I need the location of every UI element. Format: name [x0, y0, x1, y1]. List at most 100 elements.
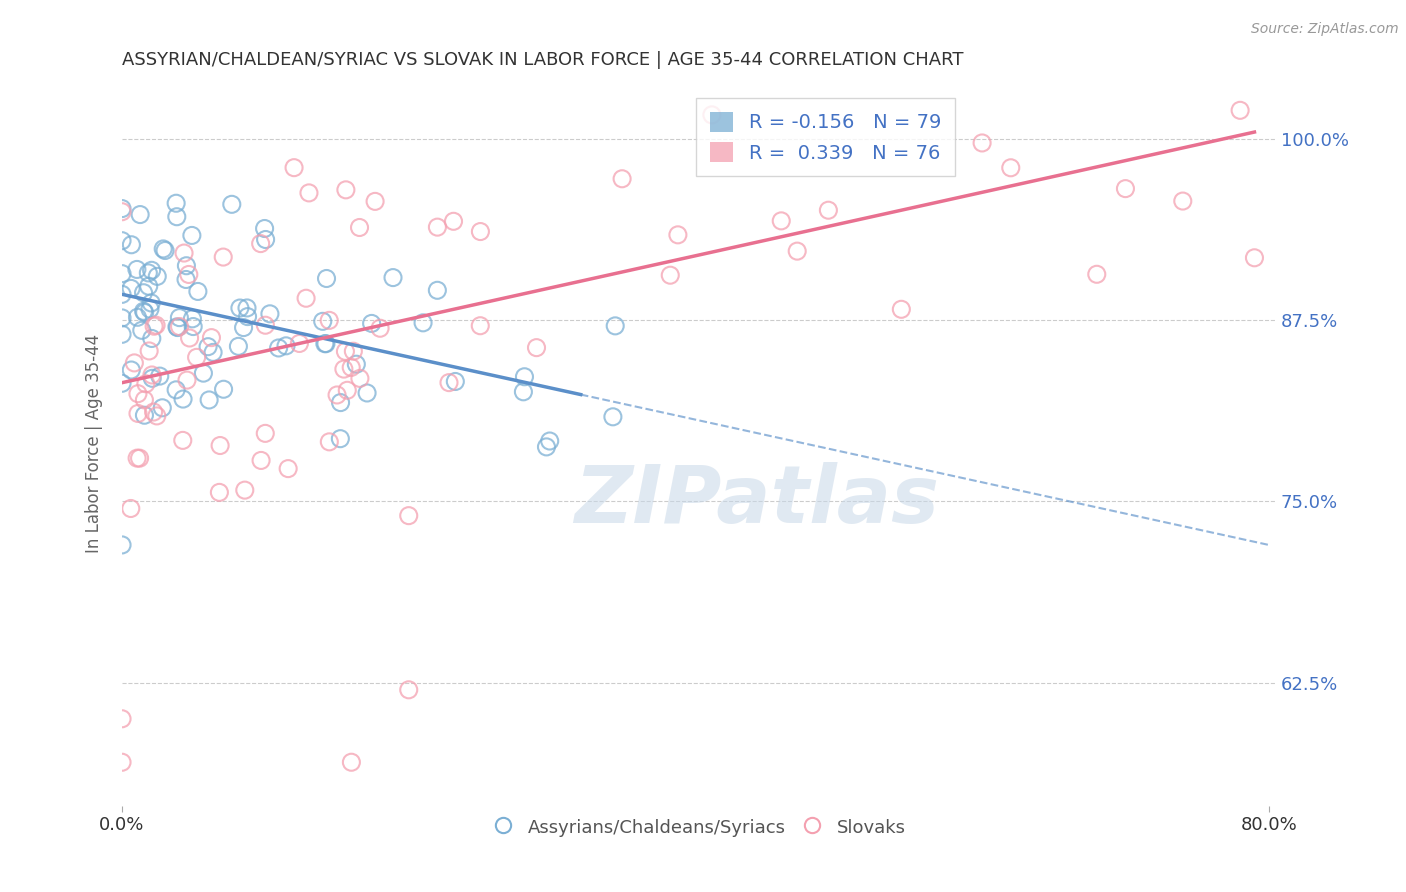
- Point: [176, 259, 198, 273]
- Point: [470, 225, 492, 239]
- Y-axis label: In Labor Force | Age 35-44: In Labor Force | Age 35-44: [86, 334, 103, 553]
- Point: [526, 341, 548, 355]
- Point: [412, 316, 434, 330]
- Point: [120, 363, 142, 377]
- Point: [295, 291, 318, 305]
- Point: [666, 227, 689, 242]
- Point: [221, 197, 243, 211]
- Point: [169, 319, 191, 334]
- Point: [127, 407, 149, 421]
- Point: [174, 272, 197, 286]
- Point: [141, 331, 163, 345]
- Point: [165, 383, 187, 397]
- Point: [176, 373, 198, 387]
- Point: [125, 262, 148, 277]
- Point: [134, 305, 156, 319]
- Point: [437, 376, 460, 390]
- Point: [398, 508, 420, 523]
- Point: [228, 339, 250, 353]
- Point: [443, 214, 465, 228]
- Point: [127, 310, 149, 325]
- Point: [340, 360, 363, 375]
- Point: [249, 236, 271, 251]
- Point: [127, 386, 149, 401]
- Point: [274, 339, 297, 353]
- Text: ASSYRIAN/CHALDEAN/SYRIAC VS SLOVAK IN LABOR FORCE | AGE 35-44 CORRELATION CHART: ASSYRIAN/CHALDEAN/SYRIAC VS SLOVAK IN LA…: [122, 51, 963, 69]
- Point: [426, 220, 449, 235]
- Point: [1243, 251, 1265, 265]
- Point: [111, 327, 134, 342]
- Point: [283, 161, 305, 175]
- Point: [890, 302, 912, 317]
- Point: [360, 317, 382, 331]
- Point: [329, 432, 352, 446]
- Point: [127, 451, 149, 466]
- Point: [312, 314, 335, 328]
- Point: [610, 171, 633, 186]
- Point: [172, 392, 194, 406]
- Point: [141, 296, 163, 310]
- Point: [152, 242, 174, 256]
- Point: [972, 136, 994, 150]
- Legend: Assyrians/Chaldeans/Syriacs, Slovaks: Assyrians/Chaldeans/Syriacs, Slovaks: [485, 811, 912, 844]
- Point: [128, 451, 150, 466]
- Point: [146, 409, 169, 423]
- Point: [153, 244, 176, 258]
- Point: [150, 401, 173, 415]
- Point: [202, 345, 225, 359]
- Point: [131, 323, 153, 337]
- Point: [193, 366, 215, 380]
- Point: [172, 434, 194, 448]
- Point: [254, 233, 277, 247]
- Point: [181, 311, 204, 326]
- Point: [470, 318, 492, 333]
- Point: [426, 283, 449, 297]
- Point: [138, 279, 160, 293]
- Point: [134, 409, 156, 423]
- Point: [368, 321, 391, 335]
- Point: [200, 330, 222, 344]
- Point: [120, 281, 142, 295]
- Point: [602, 409, 624, 424]
- Point: [315, 336, 337, 351]
- Point: [817, 203, 839, 218]
- Point: [134, 392, 156, 407]
- Point: [209, 438, 232, 452]
- Point: [111, 376, 134, 391]
- Point: [1171, 194, 1194, 208]
- Point: [513, 369, 536, 384]
- Point: [132, 304, 155, 318]
- Point: [250, 453, 273, 467]
- Point: [197, 340, 219, 354]
- Point: [786, 244, 808, 259]
- Point: [512, 384, 534, 399]
- Point: [146, 269, 169, 284]
- Point: [179, 331, 201, 345]
- Point: [136, 266, 159, 280]
- Point: [111, 287, 134, 301]
- Point: [111, 538, 134, 552]
- Point: [149, 369, 172, 384]
- Point: [770, 214, 793, 228]
- Text: Source: ZipAtlas.com: Source: ZipAtlas.com: [1251, 22, 1399, 37]
- Point: [1229, 103, 1251, 118]
- Point: [229, 301, 252, 315]
- Point: [536, 440, 558, 454]
- Point: [212, 250, 235, 264]
- Point: [141, 371, 163, 385]
- Point: [166, 210, 188, 224]
- Point: [187, 285, 209, 299]
- Point: [141, 368, 163, 382]
- Point: [208, 485, 231, 500]
- Point: [336, 384, 359, 398]
- Point: [165, 196, 187, 211]
- Point: [111, 712, 134, 726]
- Point: [267, 341, 290, 355]
- Point: [700, 108, 723, 122]
- Point: [169, 310, 191, 325]
- Point: [111, 310, 134, 325]
- Text: ZIPatlas: ZIPatlas: [574, 462, 939, 541]
- Point: [315, 271, 337, 285]
- Point: [314, 336, 336, 351]
- Point: [356, 386, 378, 401]
